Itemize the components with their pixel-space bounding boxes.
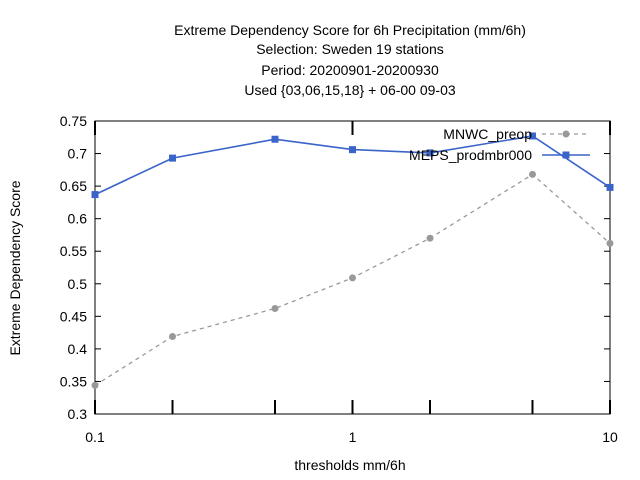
title-line-3: Period: 20200901-20200930 [261, 62, 439, 78]
legend: MNWC_preop MEPS_prodmbr000 [409, 126, 590, 163]
x-axis: 0.1 1 10 [85, 121, 618, 445]
y-axis: 0.3 0.35 0.4 0.45 0.5 0.55 0.6 0.65 0.7 0.75 [60, 113, 610, 422]
data-point [169, 154, 177, 162]
y-tick-label: 0.75 [60, 113, 87, 129]
title-line-1: Extreme Dependency Score for 6h Precipit… [174, 22, 526, 38]
data-point [349, 146, 356, 154]
data-point [91, 191, 99, 199]
title-line-4: Used {03,06,15,18} + 06-00 09-03 [244, 82, 456, 98]
data-point [528, 170, 536, 178]
chart-title: Extreme Dependency Score for 6h Precipit… [174, 22, 526, 98]
plot-frame [94, 120, 611, 415]
y-tick-label: 0.35 [60, 373, 87, 389]
legend-label: MNWC_preop [443, 126, 532, 142]
y-tick-label: 0.6 [68, 211, 88, 227]
data-point [606, 183, 614, 191]
y-tick-label: 0.7 [68, 146, 88, 162]
series-layer [91, 132, 614, 389]
y-tick-label: 0.45 [60, 308, 87, 324]
x-tick-label: 0.1 [85, 429, 105, 445]
y-axis-label: Extreme Dependency Score [7, 180, 23, 355]
y-tick-label: 0.5 [68, 276, 88, 292]
series-meps-prodmbr000 [91, 132, 614, 199]
y-tick-label: 0.4 [68, 341, 88, 357]
data-point [426, 149, 434, 157]
series-line [94, 135, 611, 196]
series-mnwc-preop [91, 170, 614, 389]
title-line-2: Selection: Sweden 19 stations [256, 41, 444, 57]
y-tick-label: 0.3 [68, 406, 88, 422]
x-axis-label: thresholds mm/6h [294, 457, 405, 473]
data-point [91, 381, 99, 389]
data-point [271, 305, 279, 313]
legend-label: MEPS_prodmbr000 [409, 147, 532, 163]
legend-marker [562, 130, 570, 138]
data-point [271, 135, 279, 143]
x-tick-label: 1 [349, 429, 357, 445]
legend-marker [562, 151, 570, 159]
x-tick-label: 10 [602, 429, 618, 445]
data-point [349, 274, 356, 282]
y-tick-label: 0.65 [60, 178, 87, 194]
data-point [606, 239, 614, 247]
data-point [169, 333, 177, 341]
data-point [528, 132, 536, 140]
y-tick-label: 0.55 [60, 243, 87, 259]
data-point [426, 234, 434, 242]
